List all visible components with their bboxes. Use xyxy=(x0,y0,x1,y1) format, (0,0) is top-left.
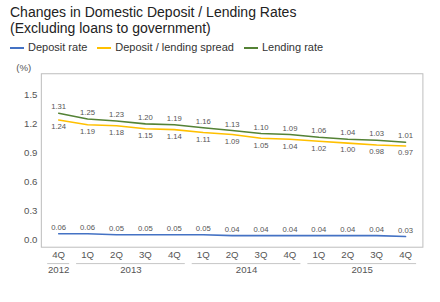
svg-text:1.5: 1.5 xyxy=(24,89,37,100)
svg-text:4Q: 4Q xyxy=(168,249,181,260)
svg-text:1.20: 1.20 xyxy=(138,113,153,122)
svg-text:1.19: 1.19 xyxy=(167,114,182,123)
svg-text:1.13: 1.13 xyxy=(225,120,240,129)
svg-text:1Q: 1Q xyxy=(81,249,94,260)
svg-text:1.09: 1.09 xyxy=(225,137,240,146)
svg-text:(%): (%) xyxy=(16,62,31,73)
html-text:Changes in Domestic Deposit /: Changes in Domestic Deposit / Lending Ra… xyxy=(10,4,297,20)
svg-text:1.05: 1.05 xyxy=(254,141,269,150)
svg-text:0.06: 0.06 xyxy=(51,223,66,232)
html-text:Lending rate: Lending rate xyxy=(262,41,324,53)
svg-text:1.09: 1.09 xyxy=(282,124,297,133)
svg-text:4Q: 4Q xyxy=(399,249,412,260)
svg-text:3Q: 3Q xyxy=(255,249,268,260)
svg-text:0.3: 0.3 xyxy=(24,205,37,216)
svg-text:0.04: 0.04 xyxy=(254,225,270,234)
svg-text:2013: 2013 xyxy=(120,264,141,275)
svg-text:0.6: 0.6 xyxy=(24,176,37,187)
svg-text:1.04: 1.04 xyxy=(282,142,298,151)
svg-text:1.23: 1.23 xyxy=(109,110,124,119)
svg-text:2Q: 2Q xyxy=(110,249,123,260)
svg-text:1.10: 1.10 xyxy=(254,123,269,132)
svg-text:2012: 2012 xyxy=(48,264,69,275)
html-text:(Excluding loans to government: (Excluding loans to government) xyxy=(10,20,211,36)
svg-text:2Q: 2Q xyxy=(341,249,354,260)
svg-text:3Q: 3Q xyxy=(370,249,383,260)
svg-text:1.2: 1.2 xyxy=(24,118,37,129)
svg-text:3Q: 3Q xyxy=(139,249,152,260)
svg-text:2015: 2015 xyxy=(351,264,372,275)
svg-text:2014: 2014 xyxy=(236,264,258,275)
svg-text:0.06: 0.06 xyxy=(80,223,95,232)
svg-text:1.15: 1.15 xyxy=(138,131,153,140)
svg-text:0.9: 0.9 xyxy=(24,147,37,158)
svg-text:0.98: 0.98 xyxy=(369,147,384,156)
svg-text:0.04: 0.04 xyxy=(369,225,385,234)
svg-text:0.04: 0.04 xyxy=(282,225,298,234)
svg-text:1.02: 1.02 xyxy=(311,144,326,153)
svg-text:0.0: 0.0 xyxy=(24,234,37,245)
svg-text:1.25: 1.25 xyxy=(80,108,95,117)
svg-text:4Q: 4Q xyxy=(284,249,297,260)
svg-text:1.11: 1.11 xyxy=(196,135,210,144)
svg-text:1.00: 1.00 xyxy=(340,145,355,154)
svg-text:1Q: 1Q xyxy=(312,249,325,260)
html-text:Deposit rate: Deposit rate xyxy=(28,41,88,53)
svg-text:0.05: 0.05 xyxy=(196,224,211,233)
svg-text:0.97: 0.97 xyxy=(398,148,413,157)
svg-text:1.03: 1.03 xyxy=(369,129,384,138)
svg-text:1.04: 1.04 xyxy=(340,128,356,137)
svg-text:0.04: 0.04 xyxy=(340,225,356,234)
svg-text:0.03: 0.03 xyxy=(398,226,413,235)
svg-text:0.04: 0.04 xyxy=(225,225,241,234)
svg-text:1.31: 1.31 xyxy=(51,102,66,111)
svg-text:1.06: 1.06 xyxy=(311,126,326,135)
svg-text:1.16: 1.16 xyxy=(196,117,211,126)
svg-text:2Q: 2Q xyxy=(226,249,239,260)
svg-text:0.04: 0.04 xyxy=(311,225,327,234)
svg-text:0.05: 0.05 xyxy=(167,224,182,233)
svg-text:1.18: 1.18 xyxy=(109,128,124,137)
svg-text:1Q: 1Q xyxy=(197,249,210,260)
svg-text:1.24: 1.24 xyxy=(51,122,67,131)
svg-text:1.19: 1.19 xyxy=(80,127,95,136)
svg-text:1.01: 1.01 xyxy=(398,131,413,140)
svg-text:0.05: 0.05 xyxy=(109,224,124,233)
svg-text:0.05: 0.05 xyxy=(138,224,153,233)
svg-text:1.14: 1.14 xyxy=(167,132,183,141)
html-text:Deposit / lending spread: Deposit / lending spread xyxy=(115,41,234,53)
svg-text:4Q: 4Q xyxy=(52,249,65,260)
